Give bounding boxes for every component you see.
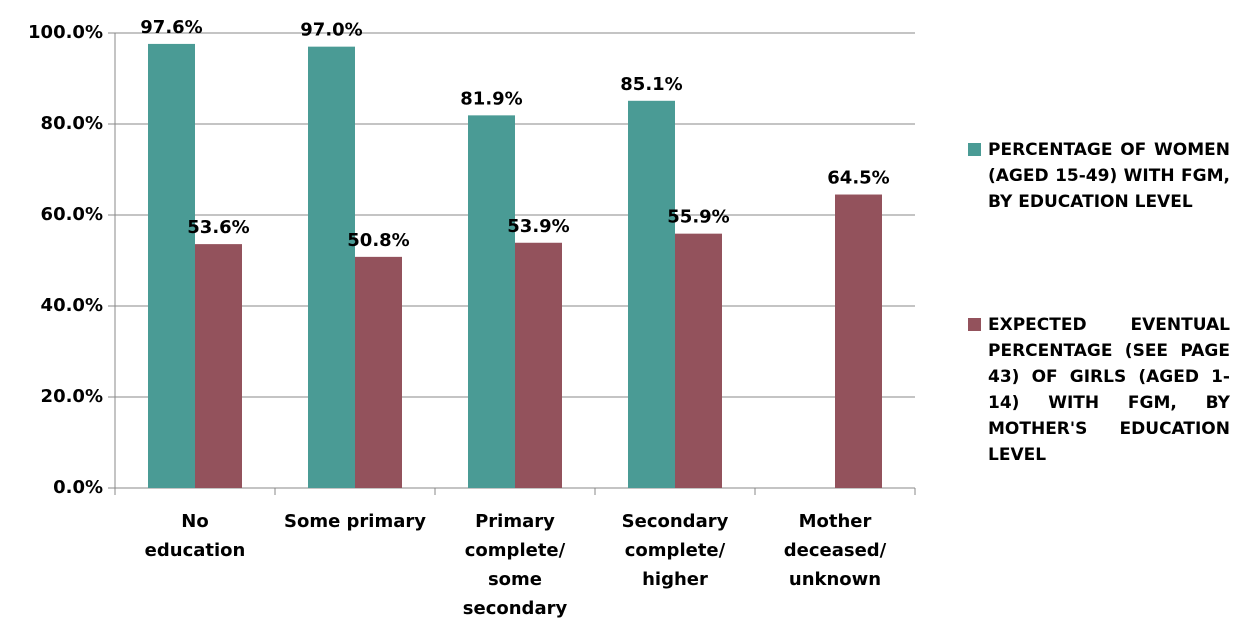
value-label: 97.6% xyxy=(140,17,202,38)
bar xyxy=(195,244,242,488)
legend-item: EXPECTED EVENTUAL PERCENTAGE (SEE PAGE 4… xyxy=(968,312,1230,468)
x-tick-label: unknown xyxy=(789,569,881,590)
y-tick-label: 80.0% xyxy=(41,113,103,134)
x-tick-label: No xyxy=(181,511,208,532)
x-tick-label: Some primary xyxy=(284,511,426,532)
y-tick-label: 40.0% xyxy=(41,295,103,316)
bar xyxy=(628,100,675,489)
bar xyxy=(468,115,515,488)
x-tick-label: Mother xyxy=(799,511,872,532)
bar xyxy=(835,194,882,488)
y-tick-label: 60.0% xyxy=(41,204,103,225)
y-tick-label: 0.0% xyxy=(53,477,103,498)
y-tick-label: 100.0% xyxy=(28,22,103,43)
value-label: 81.9% xyxy=(460,88,522,109)
x-tick-label: complete/ xyxy=(625,540,726,561)
value-label: 53.9% xyxy=(507,216,569,237)
legend-swatch xyxy=(968,143,981,156)
y-tick-label: 20.0% xyxy=(41,386,103,407)
x-tick-label: deceased/ xyxy=(784,540,887,561)
x-tick-label: Secondary xyxy=(622,511,729,532)
x-tick-label: higher xyxy=(642,569,708,590)
value-label: 97.0% xyxy=(300,20,362,41)
value-label: 50.8% xyxy=(347,230,409,251)
legend-label: PERCENTAGE OF WOMEN (AGED 15-49) WITH FG… xyxy=(988,140,1230,212)
bar xyxy=(515,242,562,488)
legend-label: EXPECTED EVENTUAL PERCENTAGE (SEE PAGE 4… xyxy=(988,315,1230,465)
legend-swatch xyxy=(968,318,981,331)
x-tick-label: education xyxy=(145,540,246,561)
x-tick-label: some xyxy=(488,569,542,590)
value-label: 55.9% xyxy=(667,207,729,228)
bar xyxy=(308,46,355,489)
bar xyxy=(148,43,195,489)
bar xyxy=(355,256,402,488)
bar xyxy=(675,233,722,488)
value-label: 85.1% xyxy=(620,74,682,95)
x-tick-label: Primary xyxy=(475,511,555,532)
value-label: 64.5% xyxy=(827,168,889,189)
x-tick-label: complete/ xyxy=(465,540,566,561)
x-tick-label: secondary xyxy=(463,598,568,619)
legend-item: PERCENTAGE OF WOMEN (AGED 15-49) WITH FG… xyxy=(968,137,1230,215)
value-label: 53.6% xyxy=(187,217,249,238)
